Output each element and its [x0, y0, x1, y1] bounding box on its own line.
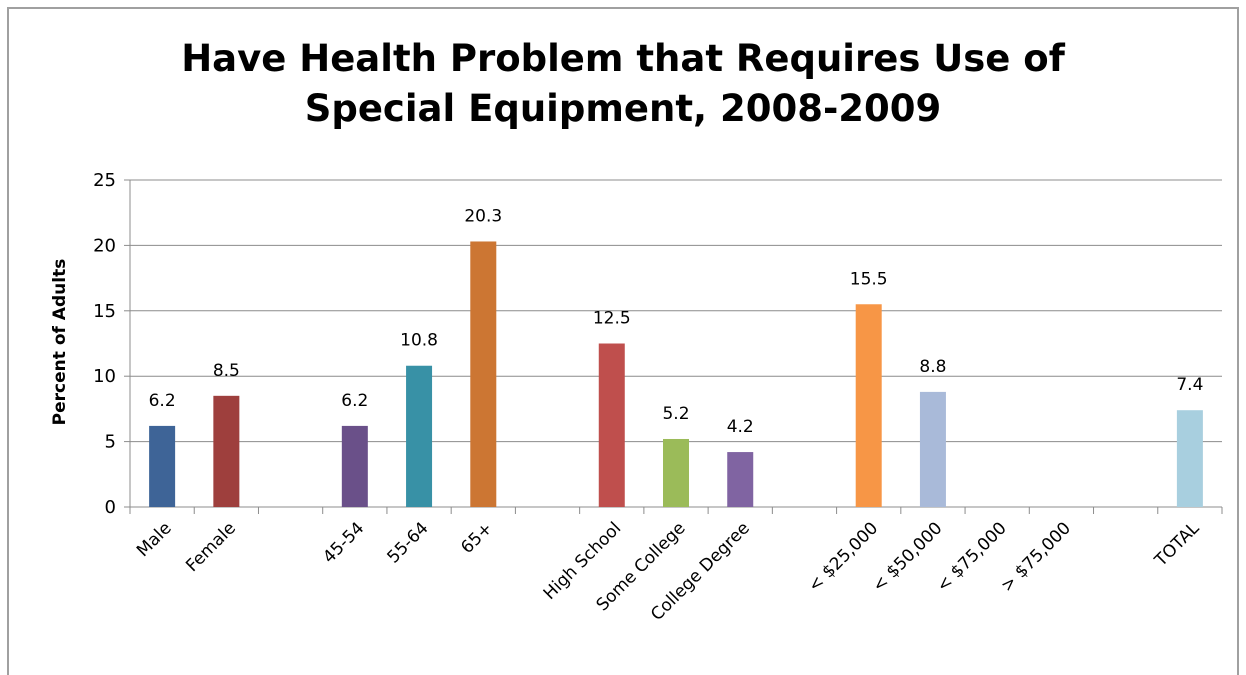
x-category-label: TOTAL [1150, 518, 1203, 571]
y-tick-label: 10 [93, 366, 116, 387]
y-tick-label: 20 [93, 235, 116, 256]
chart-frame [7, 7, 1239, 675]
data-label: 8.8 [919, 357, 946, 377]
bar-college-degree [727, 452, 754, 507]
x-category-label: 55-64 [384, 518, 433, 567]
bar-50-000 [919, 391, 946, 507]
data-label: 6.2 [341, 391, 368, 411]
x-category-label: 65+ [457, 518, 497, 558]
bar-45-54 [341, 425, 368, 507]
data-label: 8.5 [213, 361, 240, 381]
y-axis-title: Percent of Adults [50, 259, 70, 426]
bar-male [149, 425, 176, 507]
chart-title-line-1: Have Health Problem that Requires Use of [181, 37, 1065, 80]
data-label: 4.2 [727, 417, 754, 437]
bars [149, 241, 1203, 507]
y-tick-label: 0 [105, 497, 116, 518]
bar-some-college [663, 438, 689, 507]
data-label: 15.5 [850, 269, 888, 289]
chart-title-line-2: Special Equipment, 2008-2009 [304, 87, 942, 130]
data-labels: 6.2 8.5 6.2 10.8 20.3 12.5 5.2 4.2 15.5 8.8 7.4 [149, 206, 1204, 437]
bar-high-school [598, 343, 625, 507]
data-label: 6.2 [149, 391, 176, 411]
bar-total [1176, 410, 1203, 507]
data-label: 5.2 [662, 404, 689, 424]
gridlines [130, 179, 1222, 443]
bar-65 [470, 241, 497, 507]
data-label: 7.4 [1176, 375, 1203, 395]
x-category-label: > $75,000 [997, 518, 1075, 596]
y-tick-label: 15 [93, 301, 116, 322]
y-tick-label: 25 [93, 170, 116, 191]
x-category-label: Female [182, 518, 240, 576]
bar-25-000 [855, 304, 882, 507]
y-tick-label: 5 [105, 432, 116, 453]
chart-title: Have Health Problem that Requires Use of… [0, 34, 1246, 134]
bar-55-64 [406, 365, 433, 507]
x-category-label: 45-54 [319, 518, 368, 567]
bar-female [213, 395, 240, 507]
data-label: 20.3 [464, 206, 502, 226]
data-label: 10.8 [400, 331, 438, 351]
x-category-label: Male [133, 518, 176, 561]
data-label: 12.5 [593, 309, 631, 329]
